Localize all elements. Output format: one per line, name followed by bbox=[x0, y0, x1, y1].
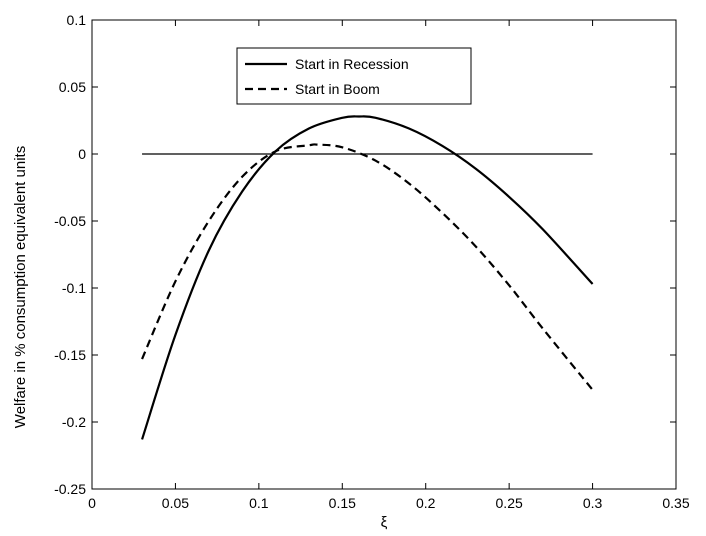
legend-label-boom: Start in Boom bbox=[295, 81, 380, 97]
x-tick-label: 0.35 bbox=[662, 495, 689, 511]
x-tick-label: 0.15 bbox=[329, 495, 356, 511]
x-tick-label: 0.05 bbox=[162, 495, 189, 511]
x-tick-label: 0.2 bbox=[416, 495, 436, 511]
y-tick-label: -0.25 bbox=[54, 481, 86, 497]
legend-label-recession: Start in Recession bbox=[295, 56, 409, 72]
x-axis-label: ξ bbox=[381, 514, 388, 531]
x-tick-label: 0.3 bbox=[583, 495, 603, 511]
x-tick-label: 0.1 bbox=[249, 495, 269, 511]
axes-box bbox=[91, 19, 677, 490]
y-tick-label: 0.05 bbox=[59, 79, 86, 95]
series-line-recession bbox=[141, 115, 594, 440]
plot-frame bbox=[91, 19, 677, 490]
y-tick-label: -0.1 bbox=[62, 280, 86, 296]
y-tick-label: 0.1 bbox=[67, 12, 87, 28]
y-tick-label: 0 bbox=[78, 146, 86, 162]
legend: Start in Recession Start in Boom bbox=[236, 47, 472, 105]
x-tick-label: 0.25 bbox=[496, 495, 523, 511]
y-tick-label: -0.2 bbox=[62, 414, 86, 430]
series-line-boom bbox=[141, 143, 594, 391]
y-axis-label: Welfare in % consumption equivalent unit… bbox=[12, 146, 29, 428]
legend-box bbox=[236, 47, 472, 105]
series-layer bbox=[141, 115, 594, 440]
y-tick-label: -0.15 bbox=[54, 347, 86, 363]
tick-layer: 0 0.05 0.1 0.15 0.2 0.25 0.3 0.35 0.1 0.05 0 -0.05 -… bbox=[54, 12, 690, 511]
y-tick-label: -0.05 bbox=[54, 213, 86, 229]
x-tick-label: 0 bbox=[88, 495, 96, 511]
